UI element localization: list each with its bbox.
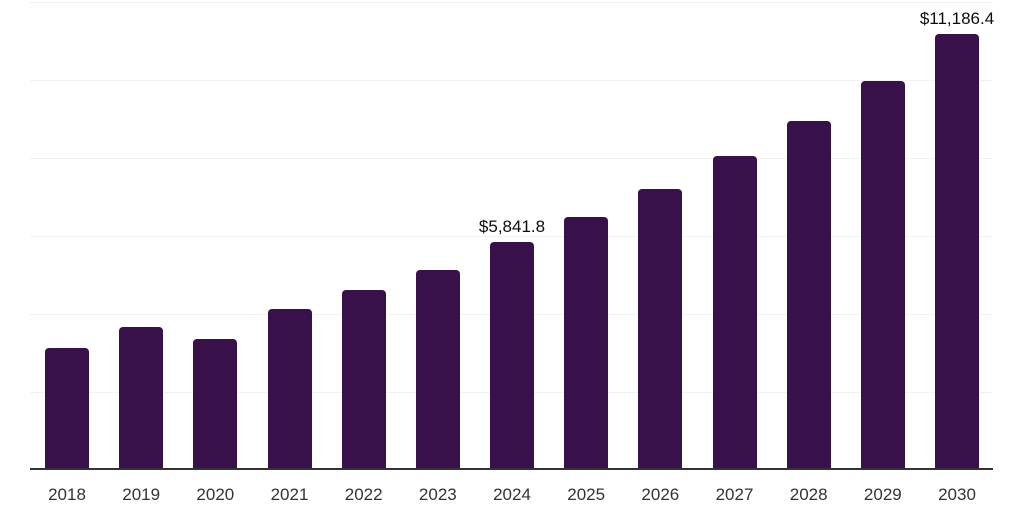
x-tick-label-2029: 2029 (863, 485, 902, 504)
bar-2026 (638, 188, 683, 468)
x-tick-label-2021: 2021 (270, 485, 309, 504)
bar-2024 (490, 242, 534, 468)
gridline (30, 236, 993, 237)
x-tick-label-2025: 2025 (567, 485, 606, 504)
bar-2025 (564, 216, 609, 468)
bar-value-label-2030: $11,186.4 (919, 8, 995, 28)
x-tick-label-2028: 2028 (789, 485, 828, 504)
gridline (30, 2, 993, 3)
gridline (30, 80, 993, 81)
x-tick-label-2024: 2024 (493, 485, 531, 504)
bar-2023 (415, 269, 460, 468)
bar-2030 (935, 33, 979, 468)
x-tick-label-2030: 2030 (938, 485, 976, 504)
gridline (30, 158, 993, 159)
x-tick-label-2027: 2027 (715, 485, 754, 504)
x-tick-label-2023: 2023 (418, 485, 457, 504)
bar-2019 (119, 327, 164, 468)
x-tick-label-2020: 2020 (196, 485, 235, 504)
bar-2027 (712, 156, 757, 468)
x-tick-label-2022: 2022 (344, 485, 383, 504)
bar-2029 (860, 80, 905, 468)
x-axis-line (30, 468, 993, 470)
bar-2028 (786, 121, 831, 468)
x-tick-label-2026: 2026 (641, 485, 680, 504)
x-tick-label-2019: 2019 (122, 485, 161, 504)
bar-2022 (341, 290, 386, 468)
bar-2020 (193, 338, 238, 468)
bar-value-label-2024: $5,841.8 (478, 217, 546, 237)
x-tick-label-2018: 2018 (48, 485, 86, 504)
bar-2021 (267, 308, 312, 468)
bar-2018 (45, 347, 89, 468)
